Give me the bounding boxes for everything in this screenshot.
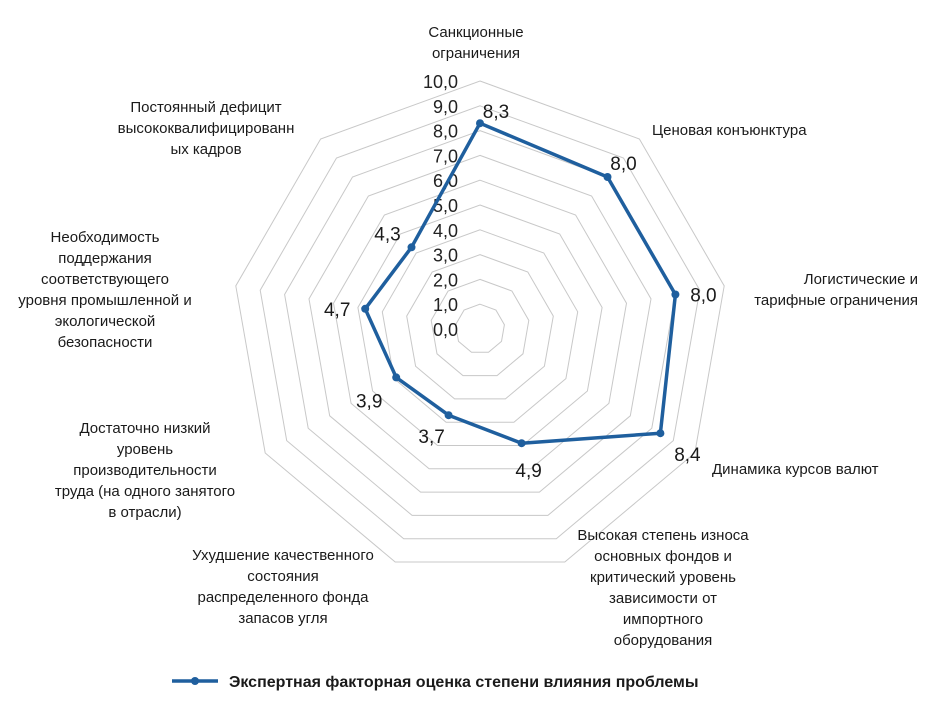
category-label-line: Высокая степень износа bbox=[577, 527, 749, 544]
category-label-line: Ухудшение качественного bbox=[192, 547, 374, 564]
category-label-line: распределенного фонда bbox=[198, 589, 370, 606]
category-label-line: производительности bbox=[73, 462, 217, 479]
legend: Экспертная факторная оценка степени влия… bbox=[172, 674, 699, 691]
category-label: Высокая степень износа основных фондов и к… bbox=[577, 527, 749, 649]
category-label-line: запасов угля bbox=[238, 610, 327, 627]
data-label: 8,3 bbox=[483, 102, 509, 123]
tick-label: 7,0 bbox=[433, 146, 458, 166]
category-label-line: в отрасли) bbox=[108, 504, 181, 521]
grid-ring bbox=[430, 278, 530, 377]
data-label: 8,0 bbox=[610, 154, 636, 175]
tick-label: 8,0 bbox=[433, 122, 458, 142]
data-label: 3,7 bbox=[418, 427, 444, 448]
legend-marker bbox=[191, 677, 199, 685]
category-label: Достаточно низкий уровень производительнос… bbox=[55, 420, 235, 521]
category-label-line: оборудования bbox=[614, 632, 712, 649]
series-layer: 8,3 8,0 8,0 8,4 4,9 3,7 3,9 4,7 4,3 bbox=[324, 102, 717, 482]
data-point bbox=[392, 373, 401, 382]
legend-label: Экспертная факторная оценка степени влия… bbox=[229, 674, 699, 691]
tick-label: 0,0 bbox=[433, 320, 458, 340]
tick-label: 3,0 bbox=[433, 246, 458, 266]
grid-ring bbox=[259, 105, 701, 540]
category-label-line: Постоянный дефицит bbox=[130, 99, 281, 116]
category-label-line: Логистические и bbox=[804, 271, 918, 288]
category-label-line: Достаточно низкий bbox=[79, 420, 210, 437]
data-label: 8,4 bbox=[674, 445, 701, 466]
category-label-line: экологической bbox=[55, 313, 156, 330]
tick-label: 9,0 bbox=[433, 97, 458, 117]
grid-ring bbox=[455, 303, 505, 353]
tick-label: 2,0 bbox=[433, 270, 458, 290]
category-label: Логистические и тарифные ограничения bbox=[754, 271, 918, 309]
category-label-line: безопасности bbox=[58, 334, 153, 351]
category-label-line: ограничения bbox=[432, 45, 520, 62]
category-label-line: состояния bbox=[247, 568, 318, 585]
category-label-line: критический уровень bbox=[590, 569, 736, 586]
tick-labels: 0,01,02,03,04,05,06,07,08,09,010,0 bbox=[423, 72, 458, 340]
category-labels: Санкционные ограничения Ценовая конъюнктур… bbox=[18, 24, 918, 649]
data-label: 8,0 bbox=[690, 286, 716, 307]
data-point bbox=[476, 119, 484, 128]
data-label: 4,3 bbox=[374, 224, 400, 245]
category-label-line: основных фондов и bbox=[594, 548, 732, 565]
category-label: Динамика курсов валют bbox=[712, 461, 879, 478]
category-label-line: ых кадров bbox=[170, 141, 241, 158]
category-label: Санкционные ограничения bbox=[428, 24, 523, 62]
series-line bbox=[363, 121, 678, 445]
data-point bbox=[444, 411, 453, 420]
grid-ring bbox=[308, 154, 652, 493]
data-point bbox=[517, 439, 526, 448]
category-label: Ценовая конъюнктура bbox=[652, 122, 807, 139]
grid-ring bbox=[357, 204, 603, 446]
data-point bbox=[671, 290, 680, 299]
data-point bbox=[361, 304, 370, 313]
tick-label: 5,0 bbox=[433, 196, 458, 216]
category-label: Ухудшение качественного состояния распреде… bbox=[192, 547, 374, 627]
category-label-line: высококвалифицированн bbox=[118, 120, 295, 137]
data-point bbox=[407, 243, 416, 252]
tick-label: 10,0 bbox=[423, 72, 458, 92]
tick-label: 1,0 bbox=[433, 295, 458, 315]
category-label-line: Ценовая конъюнктура bbox=[652, 122, 807, 139]
grid-ring bbox=[381, 229, 579, 423]
category-label: Необходимость поддержания соответствующего… bbox=[18, 229, 191, 351]
grid-ring bbox=[284, 130, 676, 516]
grid-ring bbox=[332, 179, 628, 470]
data-label: 3,9 bbox=[356, 391, 382, 412]
category-label-line: соответствующего bbox=[41, 271, 169, 288]
grid-ring bbox=[406, 254, 554, 400]
category-label-line: труда (на одного занятого bbox=[55, 483, 235, 500]
grid-layer bbox=[235, 80, 725, 563]
category-label-line: уровня промышленной и bbox=[18, 292, 191, 309]
category-label-line: зависимости от bbox=[609, 590, 717, 607]
data-point bbox=[603, 173, 612, 181]
category-label-line: Санкционные bbox=[428, 24, 523, 41]
category-label-line: тарифные ограничения bbox=[754, 292, 918, 309]
category-label-line: Динамика курсов валют bbox=[712, 461, 879, 478]
category-label: Постоянный дефицит высококвалифицированн ы… bbox=[118, 99, 295, 158]
data-point bbox=[656, 429, 665, 438]
grid-ring bbox=[235, 80, 725, 563]
data-label: 4,7 bbox=[324, 300, 350, 321]
category-label-line: поддержания bbox=[58, 250, 152, 267]
category-label-line: уровень bbox=[117, 441, 173, 458]
category-label-line: импортного bbox=[623, 611, 703, 628]
tick-label: 4,0 bbox=[433, 221, 458, 241]
category-label-line: Необходимость bbox=[51, 229, 160, 246]
data-label: 4,9 bbox=[515, 461, 541, 482]
